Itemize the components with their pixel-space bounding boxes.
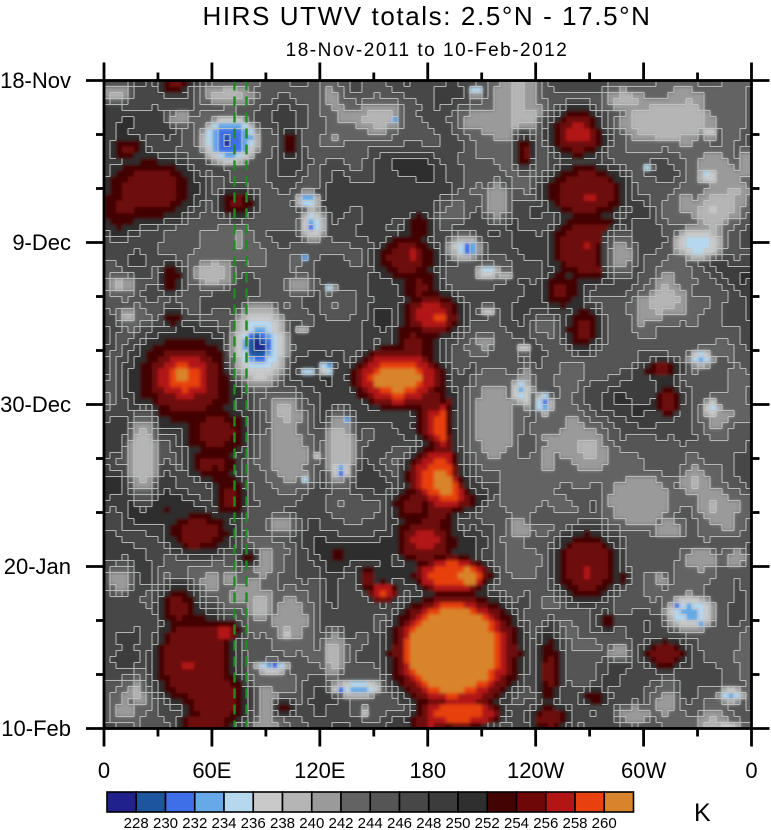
svg-text:18-Nov-2011 to 10-Feb-2012: 18-Nov-2011 to 10-Feb-2012 bbox=[286, 40, 569, 61]
svg-text:HIRS UTWV totals: 2.5°N - 17.5: HIRS UTWV totals: 2.5°N - 17.5°N bbox=[202, 1, 651, 31]
